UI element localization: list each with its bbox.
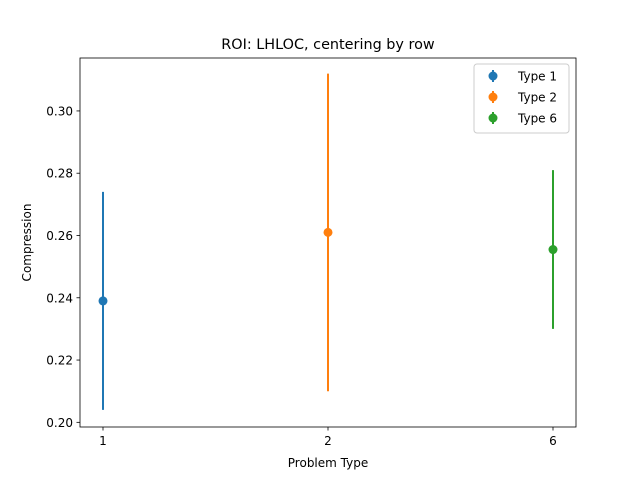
- legend-label: Type 1: [517, 70, 557, 84]
- series-2: [323, 73, 333, 392]
- y-tick-label: 0.20: [46, 416, 73, 430]
- x-tick-label: 6: [549, 434, 557, 448]
- y-axis: 0.20 0.22 0.24 0.26 0.28 0.30: [46, 104, 80, 430]
- legend-marker: [488, 113, 498, 123]
- legend-label: Type 2: [517, 91, 557, 105]
- x-tick-label: 2: [324, 434, 332, 448]
- series-1: [98, 191, 108, 410]
- series-3: [548, 170, 558, 329]
- legend: Type 1 Type 2 Type 6: [473, 63, 570, 134]
- x-axis: 1 2 6: [99, 427, 557, 448]
- legend-frame: [473, 63, 570, 134]
- data-point: [98, 296, 108, 306]
- y-axis-label: Compression: [20, 204, 34, 282]
- data-point: [548, 245, 558, 255]
- legend-item-2: Type 2: [488, 91, 557, 105]
- y-tick-label: 0.30: [46, 104, 73, 118]
- legend-marker: [488, 92, 498, 102]
- legend-label: Type 6: [517, 112, 557, 126]
- y-tick-label: 0.22: [46, 354, 73, 368]
- series-layer: [98, 73, 558, 410]
- y-tick-label: 0.26: [46, 229, 73, 243]
- y-tick-label: 0.28: [46, 167, 73, 181]
- x-axis-label: Problem Type: [288, 456, 368, 470]
- y-tick-label: 0.24: [46, 291, 73, 305]
- x-tick-label: 1: [99, 434, 107, 448]
- legend-item-1: Type 1: [488, 70, 557, 84]
- data-point: [323, 227, 333, 237]
- legend-marker: [488, 71, 498, 81]
- chart-title: ROI: LHLOC, centering by row: [221, 37, 435, 53]
- legend-item-3: Type 6: [488, 112, 557, 126]
